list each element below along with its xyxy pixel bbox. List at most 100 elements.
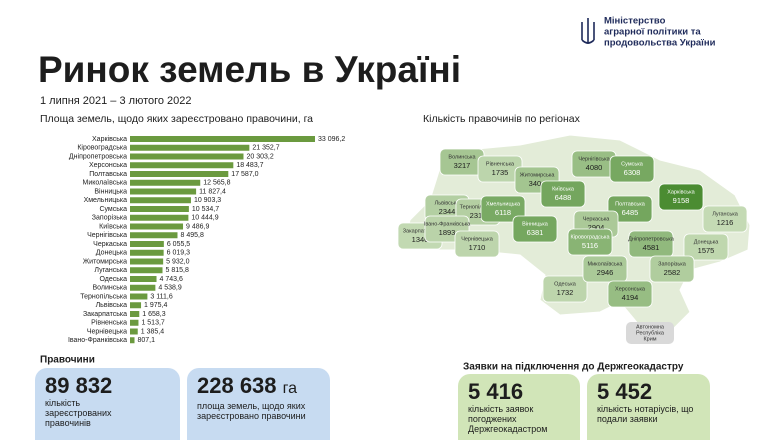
region-name: Черкаська: [583, 216, 611, 222]
bar: [130, 337, 135, 344]
stat-label: площа земель, щодо яких зареєстровано пр…: [197, 401, 306, 421]
category-label: Львівська: [96, 301, 128, 309]
region-value: 1710: [469, 243, 486, 252]
emblem: [581, 18, 595, 44]
region: [607, 195, 653, 223]
region: [454, 230, 500, 258]
region-name: Хмельницька: [486, 201, 521, 207]
region-name: Луганська: [712, 211, 739, 217]
region-name: Одеська: [554, 281, 577, 287]
bar: [130, 241, 164, 247]
region: [609, 155, 655, 183]
category-label: Дніпропетровська: [69, 152, 127, 160]
stat-value: 228 638: [197, 373, 277, 398]
ministry-line: продовольства України: [604, 38, 716, 49]
bar: [130, 153, 244, 160]
bar: [130, 179, 201, 186]
value-label: 10 534,7: [192, 206, 219, 213]
category-label: Івано-Франківська: [68, 336, 127, 344]
region: [683, 233, 729, 261]
region-value: 6308: [624, 168, 641, 177]
bar: [130, 302, 142, 309]
region-name: Чернівецька: [461, 236, 494, 242]
category-label: Київська: [99, 223, 127, 230]
stat-card: 89 832 кількість зареєстрованих правочин…: [35, 368, 180, 440]
region: [626, 322, 674, 344]
value-label: 21 352,7: [252, 145, 279, 152]
bar: [130, 144, 250, 151]
bar: [130, 319, 139, 326]
region-value: 1735: [492, 168, 509, 177]
category-label: Луганська: [94, 267, 127, 274]
category-label: Рівненська: [91, 319, 127, 327]
region-name: Рівненська: [486, 161, 515, 167]
value-label: 6 055,5: [167, 241, 190, 248]
bar: [130, 267, 163, 274]
region-name: Полтавська: [615, 201, 646, 207]
region-name: Житомирська: [520, 172, 556, 178]
stat-value: 89 832: [45, 373, 113, 398]
value-label: 33 096,2: [318, 136, 345, 143]
value-label: 3 111,6: [150, 293, 172, 300]
region: [542, 275, 588, 303]
region-value: 3217: [454, 161, 471, 170]
region-value: 1893: [439, 228, 456, 237]
region-name: Крим: [643, 336, 656, 342]
category-label: Волинська: [92, 285, 127, 292]
bar: [130, 162, 234, 169]
stat-value: 5 452: [597, 379, 653, 404]
region-value: 1732: [557, 288, 574, 297]
region-name: Кіровоградська: [571, 234, 611, 240]
page-title: Ринок земель в Україні: [38, 49, 461, 90]
region: [649, 255, 695, 283]
bar: [130, 293, 148, 300]
bar: [130, 223, 184, 230]
region-name: Івано-Франківська: [424, 221, 471, 227]
region-value: 4080: [586, 163, 603, 172]
value-label: 9 486,9: [186, 223, 209, 230]
map-title: Кількість правочинів по регіонах: [423, 113, 581, 125]
value-label: 4 743,6: [160, 276, 183, 283]
bar: [130, 136, 315, 142]
bar: [130, 214, 189, 221]
value-label: 6 019,3: [167, 250, 190, 257]
category-label: Одеська: [99, 276, 127, 283]
bar: [130, 171, 229, 177]
region: [512, 215, 558, 243]
value-label: 10 903,3: [194, 197, 221, 204]
region-value: 2904: [588, 223, 605, 232]
bar: [130, 311, 140, 317]
region: [582, 255, 628, 283]
bar: [130, 197, 191, 204]
region-name: Республіка: [636, 330, 665, 336]
region-value: 6485: [622, 208, 639, 217]
region-name: Сумська: [621, 161, 644, 167]
bar: [130, 188, 197, 195]
category-label: Херсонська: [89, 162, 127, 169]
region-name: Вінницька: [522, 221, 549, 227]
region: [607, 280, 653, 308]
value-label: 1 658,3: [142, 311, 165, 318]
region-value: 2946: [597, 268, 614, 277]
region-value: 1575: [698, 246, 715, 255]
region-value: 6381: [527, 228, 544, 237]
value-label: 12 565,8: [203, 180, 230, 187]
bar: [130, 232, 178, 239]
stat-label: кількість заявок погоджених Держгеокадас…: [468, 404, 548, 434]
region-value: 2344: [439, 207, 456, 216]
category-label: Харківська: [92, 135, 127, 143]
region-value: 4194: [622, 293, 639, 302]
category-label: Чернігівська: [87, 231, 127, 239]
region: [567, 228, 613, 256]
category-label: Кіровоградська: [77, 144, 127, 152]
value-label: 10 444,9: [191, 215, 218, 222]
category-label: Запорізька: [92, 214, 127, 222]
region-name: Закарпатська: [403, 228, 439, 234]
value-label: 1 975,4: [144, 302, 167, 309]
category-label: Сумська: [99, 206, 127, 213]
region: [628, 230, 674, 258]
stat-unit: га: [282, 380, 298, 397]
